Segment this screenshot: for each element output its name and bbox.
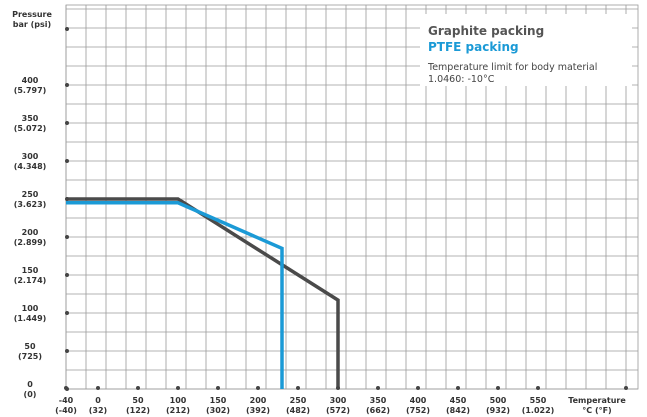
y-tick-psi-250: (3.623) xyxy=(14,200,47,209)
y-tick-bar-350: 350 xyxy=(22,114,39,123)
legend-body-material-note: Temperature limit for body material 1.04… xyxy=(428,62,598,85)
y-tick-psi-150: (2.174) xyxy=(14,276,47,285)
y-axis-title-line2: bar (psi) xyxy=(13,20,51,29)
x-tick-dot-400 xyxy=(416,386,420,390)
x-tick-c-350: 350 xyxy=(370,396,387,405)
x-tick-f-300: (572) xyxy=(326,406,350,415)
x-tick-dot-0 xyxy=(96,386,100,390)
tick-labels: 0(0)50(725)100(1.449)150(2.174)200(2.899… xyxy=(12,10,626,415)
x-tick-f-550: (1.022) xyxy=(522,406,555,415)
y-tick-bar-300: 300 xyxy=(22,152,39,161)
x-tick-f-150: (302) xyxy=(206,406,230,415)
x-tick-f-200: (392) xyxy=(246,406,270,415)
y-tick-dot-250 xyxy=(65,197,69,201)
x-tick-c-0: 0 xyxy=(95,396,101,405)
y-tick-dot-400 xyxy=(65,83,69,87)
x-tick-c--40: -40 xyxy=(59,396,74,405)
x-tick-c-100: 100 xyxy=(170,396,187,405)
y-tick-dot-100 xyxy=(65,311,69,315)
y-tick-psi-350: (5.072) xyxy=(14,124,47,133)
x-axis-end-dot xyxy=(624,386,628,390)
x-axis-title-line2: °C (°F) xyxy=(582,406,611,415)
y-tick-psi-200: (2.899) xyxy=(14,238,47,247)
y-tick-bar-50: 50 xyxy=(24,342,36,351)
x-tick-f-0: (32) xyxy=(89,406,107,415)
legend: Graphite packing PTFE packing Temperatur… xyxy=(420,14,632,86)
x-tick-f-450: (842) xyxy=(446,406,470,415)
series-layer xyxy=(66,197,340,389)
y-tick-bar-150: 150 xyxy=(22,266,39,275)
x-tick-c-250: 250 xyxy=(290,396,307,405)
x-tick-dot-550 xyxy=(536,386,540,390)
y-tick-psi-0: (0) xyxy=(24,390,37,399)
x-tick-dot-250 xyxy=(296,386,300,390)
x-tick-c-500: 500 xyxy=(490,396,507,405)
legend-ptfe-packing: PTFE packing xyxy=(428,40,519,54)
x-tick-c-450: 450 xyxy=(450,396,467,405)
series-line-ptfe-packing xyxy=(66,201,284,389)
x-tick-dot-300 xyxy=(336,386,340,390)
x-tick-dot-450 xyxy=(456,386,460,390)
y-tick-dot-350 xyxy=(65,121,69,125)
x-tick-dot-100 xyxy=(176,386,180,390)
y-tick-bar-250: 250 xyxy=(22,190,39,199)
x-tick-dot-150 xyxy=(216,386,220,390)
x-axis-title-line1: Temperature xyxy=(568,396,626,405)
x-tick-c-550: 550 xyxy=(530,396,547,405)
y-tick-dot-300 xyxy=(65,159,69,163)
x-tick-f--40: (-40) xyxy=(55,406,77,415)
legend-graphite-packing: Graphite packing xyxy=(428,24,545,38)
plot-frame xyxy=(65,4,639,390)
y-tick-psi-100: (1.449) xyxy=(14,314,47,323)
y-tick-dot-150 xyxy=(65,273,69,277)
x-tick-c-150: 150 xyxy=(210,396,227,405)
x-tick-c-300: 300 xyxy=(330,396,347,405)
x-tick-c-400: 400 xyxy=(410,396,427,405)
series-line-graphite-packing xyxy=(66,197,340,389)
y-tick-bar-400: 400 xyxy=(22,76,39,85)
y-axis-end-dot xyxy=(65,27,69,31)
x-tick-c-200: 200 xyxy=(250,396,267,405)
tick-dots xyxy=(64,27,628,391)
x-tick-dot--40 xyxy=(64,386,68,390)
x-tick-dot-200 xyxy=(256,386,260,390)
y-tick-bar-100: 100 xyxy=(22,304,39,313)
x-tick-dot-50 xyxy=(136,386,140,390)
y-tick-bar-200: 200 xyxy=(22,228,39,237)
y-tick-psi-50: (725) xyxy=(18,352,42,361)
x-tick-f-500: (932) xyxy=(486,406,510,415)
x-tick-f-350: (662) xyxy=(366,406,390,415)
x-tick-f-50: (122) xyxy=(126,406,150,415)
x-tick-f-400: (752) xyxy=(406,406,430,415)
x-tick-dot-500 xyxy=(496,386,500,390)
y-tick-psi-300: (4.348) xyxy=(14,162,47,171)
x-tick-f-250: (482) xyxy=(286,406,310,415)
x-tick-c-50: 50 xyxy=(132,396,144,405)
y-tick-psi-400: (5.797) xyxy=(14,86,47,95)
y-axis-title-line1: Pressure xyxy=(12,10,52,19)
y-tick-dot-200 xyxy=(65,235,69,239)
y-tick-bar-0: 0 xyxy=(27,380,33,389)
y-tick-dot-50 xyxy=(65,349,69,353)
x-tick-dot-350 xyxy=(376,386,380,390)
x-tick-f-100: (212) xyxy=(166,406,190,415)
